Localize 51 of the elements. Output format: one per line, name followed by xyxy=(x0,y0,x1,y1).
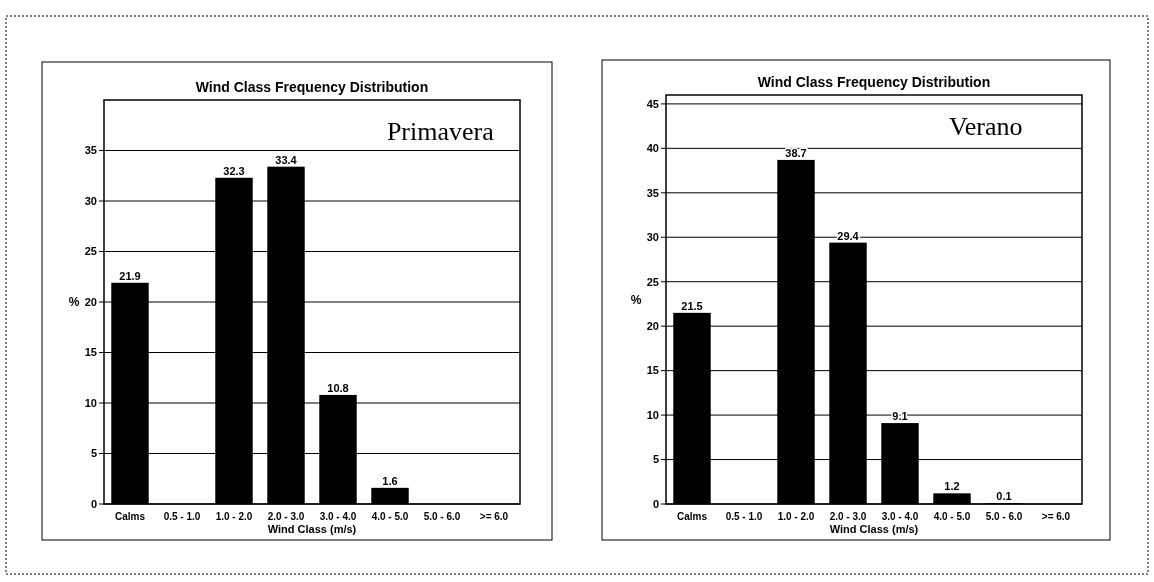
y-tick-label: 20 xyxy=(646,320,659,333)
x-tick-label: >= 6.0 xyxy=(479,511,509,522)
y-tick-label: 0 xyxy=(90,497,97,510)
y-tick-label: 25 xyxy=(84,245,97,258)
y-tick-label: 25 xyxy=(646,275,659,288)
x-tick-label: 5.0 - 6.0 xyxy=(423,511,461,522)
y-tick-label: 5 xyxy=(90,447,97,460)
x-tick-label: 0.5 - 1.0 xyxy=(163,511,201,522)
data-label: 10.8 xyxy=(327,381,349,394)
y-axis-title: % xyxy=(630,292,642,307)
y-tick-label: 10 xyxy=(84,396,97,409)
x-tick-label: 5.0 - 6.0 xyxy=(985,511,1023,522)
chart-title: Wind Class Frequency Distribution xyxy=(195,79,429,95)
x-tick-label: 2.0 - 3.0 xyxy=(829,511,867,522)
annotation: Verano xyxy=(948,112,1023,141)
x-axis-title: Wind Class (m/s) xyxy=(829,523,919,535)
x-tick-label: 3.0 - 4.0 xyxy=(319,511,357,522)
data-label: 21.5 xyxy=(681,299,703,312)
x-tick-label: 0.5 - 1.0 xyxy=(725,511,763,522)
data-label: 1.6 xyxy=(382,474,398,487)
data-label: 21.9 xyxy=(119,269,141,282)
x-axis-title: Wind Class (m/s) xyxy=(267,523,357,535)
x-tick-label: 3.0 - 4.0 xyxy=(881,511,919,522)
y-tick-label: 30 xyxy=(84,194,97,207)
y-tick-label: 45 xyxy=(646,97,659,110)
y-tick-label: 35 xyxy=(646,186,659,199)
y-tick-label: 35 xyxy=(84,144,97,157)
y-tick-label: 20 xyxy=(84,295,97,308)
x-tick-label: 1.0 - 2.0 xyxy=(777,511,815,522)
y-tick-label: 15 xyxy=(84,346,97,359)
y-tick-label: 0 xyxy=(652,497,659,510)
x-tick-label: 4.0 - 5.0 xyxy=(371,511,409,522)
y-tick-label: 40 xyxy=(646,142,659,155)
x-tick-label: 1.0 - 2.0 xyxy=(215,511,253,522)
data-label: 1.2 xyxy=(944,480,960,493)
data-label: 38.7 xyxy=(785,146,807,159)
y-tick-label: 5 xyxy=(652,453,659,466)
x-tick-label: 2.0 - 3.0 xyxy=(267,511,305,522)
y-axis-title: % xyxy=(68,295,80,310)
data-label: 32.3 xyxy=(223,164,245,177)
data-label: 33.4 xyxy=(275,153,298,166)
annotation: Primavera xyxy=(386,117,495,146)
x-tick-label: 4.0 - 5.0 xyxy=(933,511,971,522)
y-tick-label: 15 xyxy=(646,364,659,377)
x-tick-label: Calms xyxy=(676,511,708,522)
y-tick-label: 10 xyxy=(646,408,659,421)
chart-title: Wind Class Frequency Distribution xyxy=(757,74,991,90)
x-tick-label: Calms xyxy=(114,511,146,522)
data-label: 0.1 xyxy=(996,490,1012,503)
x-tick-label: >= 6.0 xyxy=(1041,511,1071,522)
y-tick-label: 30 xyxy=(646,231,659,244)
